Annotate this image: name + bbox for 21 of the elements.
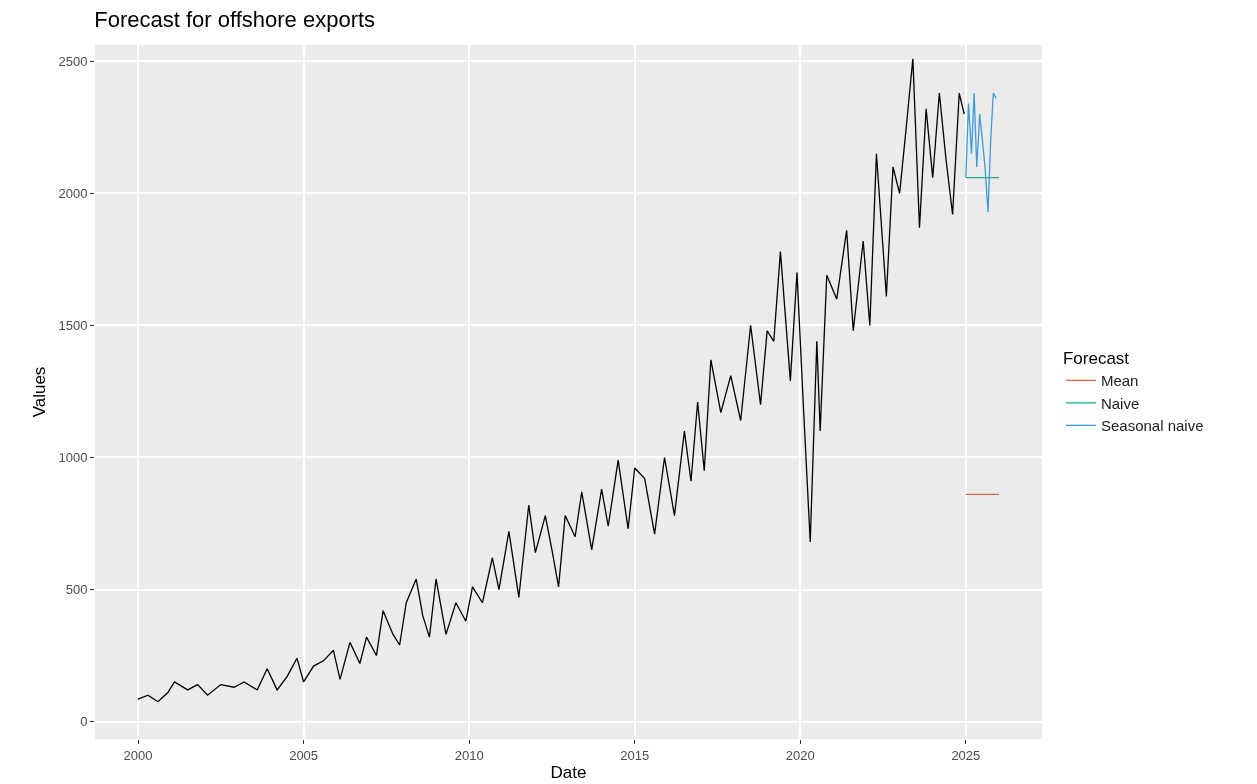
legend-label: Naive [1100, 394, 1140, 412]
x-tick-label: 2000 [123, 747, 153, 763]
x-axis-title: Date [550, 763, 587, 782]
y-tick-label: 0 [80, 714, 88, 730]
line-series [137, 58, 965, 703]
x-tick-label: 2020 [785, 747, 815, 763]
y-tick-label: 1000 [58, 450, 88, 466]
y-axis-title: Values [30, 366, 50, 418]
y-tick-label: 2500 [58, 53, 88, 69]
chart-title: Forecast for offshore exports [94, 7, 376, 33]
legend-label: Mean [1100, 372, 1139, 390]
legend-label: Seasonal naive [1100, 417, 1204, 435]
legend-title: Forecast [1062, 349, 1130, 369]
y-tick-label: 500 [65, 582, 88, 598]
y-tick-label: 1500 [58, 318, 88, 333]
y-tick-label: 2000 [58, 185, 88, 201]
line-series [965, 92, 997, 213]
x-tick-label: 2015 [620, 747, 650, 763]
x-tick-label: 2025 [951, 747, 981, 763]
x-tick-label: 2005 [289, 747, 319, 763]
x-tick-label: 2010 [454, 747, 484, 763]
